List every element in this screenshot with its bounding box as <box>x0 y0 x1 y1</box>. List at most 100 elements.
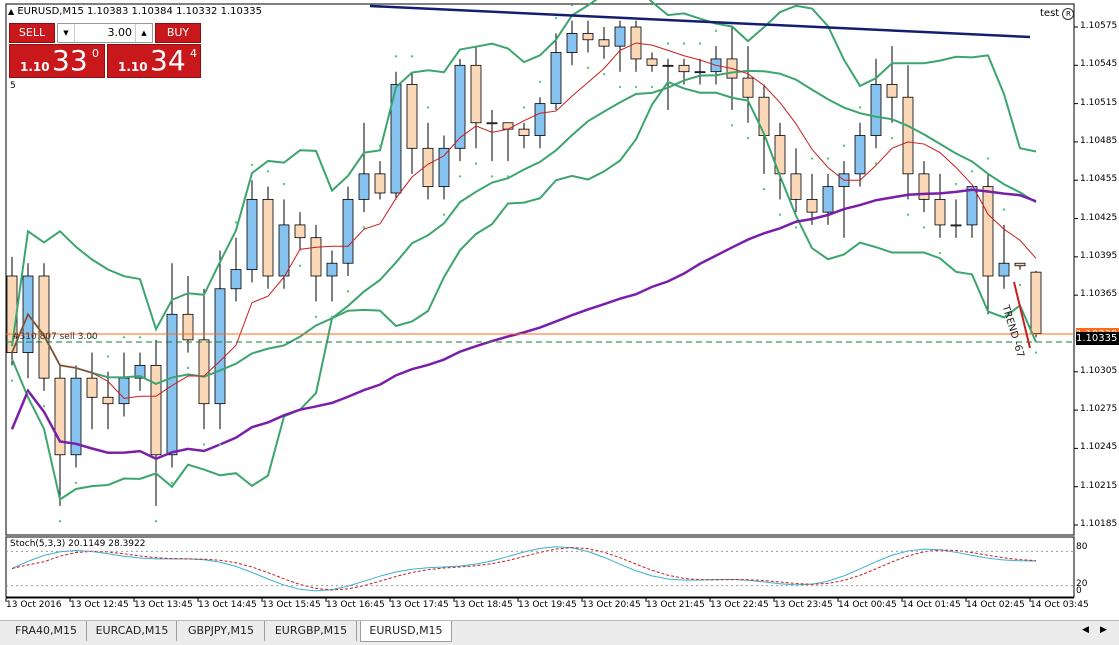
sar-dot <box>234 221 238 224</box>
time-tick-label: 13 Oct 12:45 <box>70 600 129 610</box>
sar-dot <box>714 29 718 33</box>
candle-body <box>38 275 50 379</box>
tab-fra40[interactable]: FRA40,M15 <box>6 621 87 641</box>
sar-dot <box>442 213 446 216</box>
sell-button[interactable]: SELL <box>9 23 55 43</box>
sar-dot <box>330 315 334 319</box>
candle-body <box>166 313 178 456</box>
ma-long-line <box>369 4 1031 39</box>
scroll-right-icon[interactable]: ▶ <box>1100 625 1107 635</box>
lot-decrease-icon[interactable]: ▼ <box>58 24 75 42</box>
time-tick-label: 14 Oct 00:45 <box>838 600 897 610</box>
candle-body <box>278 224 290 277</box>
candle-body <box>902 96 914 175</box>
stoch-level-0: 0 <box>1076 586 1082 596</box>
time-tick-label: 13 Oct 20:45 <box>582 600 641 610</box>
sar-dot <box>154 519 158 523</box>
sar-dot <box>794 226 798 229</box>
time-tick-label: 13 Oct 23:45 <box>774 600 833 610</box>
time-tick-label: 13 Oct 15:45 <box>262 600 321 610</box>
sar-dot <box>1034 351 1038 354</box>
candle-body <box>342 198 354 264</box>
sar-dot <box>906 213 910 216</box>
order-line-label[interactable]: #310 807 sell 3.00 <box>12 332 98 342</box>
sar-dot <box>970 170 974 173</box>
stoch-k-line <box>11 546 1037 592</box>
sar-dot <box>186 366 190 370</box>
sar-dot <box>202 443 206 446</box>
candle-body <box>102 396 114 405</box>
account-name: test <box>1040 8 1060 19</box>
time-tick-label: 13 Oct 22:45 <box>710 600 769 610</box>
sar-dot <box>698 42 702 45</box>
sar-dot <box>890 136 894 140</box>
candle-body <box>598 39 610 47</box>
sell-price-box[interactable]: 1.10 33 0 <box>9 44 105 78</box>
sar-dot <box>618 85 622 89</box>
candle-body <box>326 262 338 277</box>
candle-body <box>374 173 386 194</box>
candle-body <box>614 26 626 47</box>
sar-dot <box>506 175 510 178</box>
price-tick-label: 1.10575 <box>1080 21 1118 31</box>
lot-increase-icon[interactable]: ▲ <box>135 24 152 42</box>
sar-dot <box>682 42 686 45</box>
time-tick-label: 13 Oct 13:45 <box>134 600 193 610</box>
sar-dot <box>410 55 414 58</box>
scroll-left-icon[interactable]: ◀ <box>1082 625 1089 635</box>
main-pane-border <box>5 3 1075 536</box>
price-tick-label: 1.10395 <box>1080 250 1118 261</box>
sar-dot <box>762 187 766 191</box>
candle-body <box>998 262 1010 277</box>
candle-body <box>406 84 418 149</box>
sar-dot <box>602 73 606 76</box>
price-tick-label: 1.10185 <box>1080 519 1118 529</box>
candle-body <box>470 64 482 124</box>
candle-body <box>230 269 242 290</box>
sar-dot <box>1018 283 1022 287</box>
current-price-marker: 1.10335 <box>1076 332 1119 345</box>
candle-body <box>822 186 834 213</box>
candle-body <box>870 84 882 136</box>
candle-body <box>502 122 514 130</box>
candle-body <box>294 224 306 239</box>
tab-gbpjpy[interactable]: GBPJPY,M15 <box>178 621 265 641</box>
buy-button[interactable]: BUY <box>155 23 201 43</box>
tab-eurcad[interactable]: EURCAD,M15 <box>88 621 177 641</box>
candle-body <box>1030 271 1042 334</box>
candle-body <box>982 186 994 277</box>
time-tick-label: 13 Oct 21:45 <box>646 600 705 610</box>
price-tick-label: 1.10365 <box>1080 289 1118 300</box>
candle-body <box>246 198 258 271</box>
stoch-level-20: 20 <box>1076 579 1088 589</box>
tab-eurgbp[interactable]: EURGBP,M15 <box>266 621 357 641</box>
price-tick-label: 1.10245 <box>1080 442 1118 453</box>
sar-dot <box>170 481 174 485</box>
sar-dot <box>346 290 350 293</box>
lot-size-input[interactable]: 3.00 <box>107 26 133 39</box>
candle-body <box>742 77 754 98</box>
time-tick-label: 13 Oct 16:45 <box>326 600 385 610</box>
buy-price-box[interactable]: 1.10 34 4 <box>107 44 201 78</box>
buy-label: BUY <box>166 26 190 39</box>
sar-dot <box>10 379 14 382</box>
sar-dot <box>666 42 670 45</box>
lot-stepper[interactable]: ▼ 3.00 ▲ <box>57 23 153 43</box>
sar-dot <box>362 226 366 229</box>
candle-body <box>486 122 498 125</box>
sar-dot <box>986 157 990 160</box>
sar-dot <box>490 175 494 178</box>
candle-body <box>262 198 274 277</box>
time-tick-label: 13 Oct 19:45 <box>518 600 577 610</box>
tab-eurusd[interactable]: EURUSD,M15 <box>360 621 452 642</box>
signal-icon[interactable]: R <box>1062 8 1075 20</box>
sar-dot <box>810 157 814 160</box>
sar-dot <box>42 405 46 408</box>
sar-dot <box>954 182 958 186</box>
sar-dot <box>842 144 846 147</box>
buy-price-pips: 34 <box>150 44 186 77</box>
bollinger-lower <box>11 80 1037 502</box>
price-tick-label: 1.10545 <box>1080 59 1118 70</box>
time-tick-label: 13 Oct 2016 <box>6 600 62 610</box>
